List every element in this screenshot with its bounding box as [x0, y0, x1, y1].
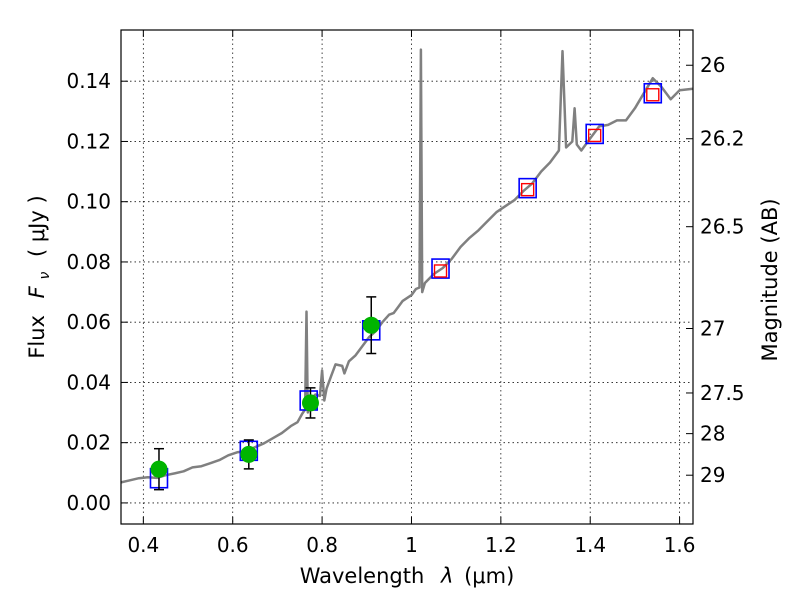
y2-tick-label: 26 — [700, 53, 725, 77]
x-tick-label: 1 — [405, 533, 418, 557]
spectrum-line — [120, 48, 694, 484]
y-tick-label: 0.00 — [66, 491, 111, 515]
model-photometry-square — [431, 258, 450, 279]
x-tick-label: 1.2 — [485, 533, 517, 557]
x-tick-label: 1.4 — [574, 533, 606, 557]
model-photometry-square — [518, 177, 537, 199]
data-layer — [120, 48, 694, 491]
y-tick-label: 0.06 — [66, 310, 111, 334]
nir-photometry-square — [520, 182, 535, 197]
y-tick-label: 0.12 — [66, 129, 111, 153]
x-axis-label: Wavelength λ (μm) — [300, 564, 515, 588]
model-photometry-square — [643, 82, 663, 104]
y2-tick-label: 28 — [700, 422, 725, 446]
observed-photometry-point — [240, 445, 258, 463]
observed-photometry-point — [150, 460, 168, 478]
y2-tick-label: 27.5 — [700, 381, 745, 405]
y2-tick-label: 29 — [700, 463, 725, 487]
nir-photometry-square — [587, 128, 602, 143]
nir-photometry-square — [646, 88, 660, 102]
plot-frame — [120, 29, 694, 525]
grid-layer — [121, 30, 693, 524]
x-tick-label: 0.8 — [306, 533, 338, 557]
model-photometry-square — [585, 123, 604, 145]
nir-photometry-square — [433, 264, 448, 278]
tick-layer: 0.4 0.6 0.8 1 1.2 1.4 1.6 0.00 0.02 0.04 0.06 0.08 0… — [66, 30, 745, 557]
y-axis-label: Flux F ν ( μJy ) — [25, 195, 54, 358]
x-tick-label: 0.4 — [127, 533, 159, 557]
y-tick-label: 0.02 — [66, 431, 111, 455]
x-tick-label: 1.6 — [664, 533, 696, 557]
y-tick-label: 0.10 — [66, 190, 111, 214]
y2-tick-label: 26.2 — [700, 127, 745, 151]
observed-photometry-point — [362, 316, 380, 334]
observed-photometry-point — [301, 394, 319, 412]
y2-axis-label: Magnitude (AB) — [758, 198, 782, 361]
y-tick-label: 0.04 — [66, 370, 111, 394]
y-tick-label: 0.08 — [66, 250, 111, 274]
x-tick-label: 0.6 — [217, 533, 249, 557]
y-tick-label: 0.14 — [66, 69, 111, 93]
y2-tick-label: 26.5 — [700, 215, 745, 239]
y2-tick-label: 27 — [700, 317, 725, 341]
